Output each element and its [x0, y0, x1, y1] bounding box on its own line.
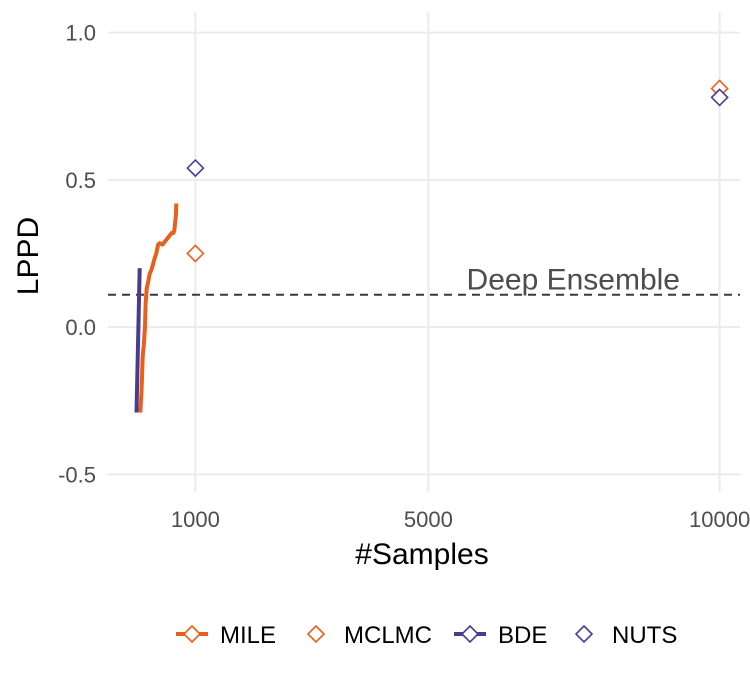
y-tick-label: 1.0 — [65, 21, 96, 46]
nuts-point — [710, 88, 729, 107]
y-tick-label: 0.5 — [65, 168, 96, 193]
x-axis-title: #Samples — [355, 538, 488, 571]
legend-nuts-marker — [574, 624, 594, 644]
y-tick-label: -0.5 — [58, 462, 96, 487]
y-tick-label: 0.0 — [65, 315, 96, 340]
bde-line — [134, 268, 142, 413]
mile-line — [138, 203, 179, 413]
legend-bde-marker — [460, 624, 480, 644]
data-series — [134, 79, 729, 413]
x-tick-labels: 1000 5000 10000 — [171, 507, 750, 532]
y-axis-title: LPPD — [12, 217, 45, 295]
reference-line-label: Deep Ensemble — [467, 264, 680, 297]
legend-mclmc-marker — [306, 624, 326, 644]
legend-nuts-label: NUTS — [612, 622, 677, 649]
legend-mile-label: MILE — [220, 622, 276, 649]
nuts-point — [186, 158, 205, 178]
deep-ensemble-reference: Deep Ensemble — [108, 264, 740, 297]
legend-bde-label: BDE — [498, 622, 547, 649]
x-tick-label: 10000 — [689, 507, 750, 532]
y-tick-labels: -0.5 0.0 0.5 1.0 — [58, 21, 96, 488]
x-tick-label: 5000 — [404, 507, 453, 532]
x-tick-label: 1000 — [171, 507, 220, 532]
legend: MILE MCLMC BDE NUTS — [176, 622, 677, 649]
legend-mile-marker — [182, 624, 202, 644]
mclmc-point — [186, 244, 205, 263]
legend-mclmc-label: MCLMC — [344, 622, 432, 649]
